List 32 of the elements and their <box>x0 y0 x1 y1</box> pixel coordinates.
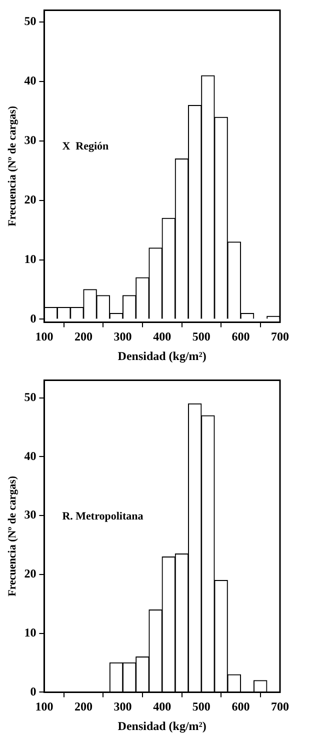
y-tick-label: 50 <box>24 390 36 404</box>
y-tick-label: 40 <box>24 74 36 88</box>
x-tick-label: 100 <box>35 699 54 714</box>
x-tick-label: 500 <box>192 699 210 714</box>
y-tick-label: 20 <box>24 566 36 581</box>
x-tick-label: 700 <box>271 699 289 714</box>
y-tick-label: 30 <box>24 508 36 522</box>
x-tick-label: 400 <box>153 699 172 714</box>
x-tick-label: 600 <box>232 699 250 714</box>
x-tick-label: 600 <box>232 329 250 344</box>
y-tick-label: 20 <box>24 192 36 206</box>
y-tick-label: 50 <box>24 14 36 28</box>
y-tick-label: 40 <box>24 448 36 463</box>
x-tick-label: 500 <box>192 329 210 344</box>
y-axis-title: Frecuencia (Nº de cargas) <box>6 476 18 596</box>
x-tick-label: 300 <box>114 329 132 344</box>
y-axis-title: Frecuencia (Nº de cargas) <box>6 106 18 226</box>
x-axis-title: Densidad (kg/m²) <box>118 348 206 363</box>
y-tick-label: 10 <box>24 252 36 266</box>
x-tick-label: 700 <box>271 329 289 344</box>
annotation: R. Metropolitana <box>62 510 144 523</box>
x-tick-label: 400 <box>153 329 172 344</box>
x-tick-label: 200 <box>74 329 92 344</box>
x-tick-label: 300 <box>114 699 132 714</box>
y-tick-label: 10 <box>24 625 36 640</box>
x-axis-title: Densidad (kg/m²) <box>118 718 206 733</box>
x-tick-label: 100 <box>35 329 54 344</box>
y-tick-label: 0 <box>30 311 36 326</box>
x-tick-label: 200 <box>74 699 92 714</box>
y-tick-label: 30 <box>24 133 36 148</box>
y-tick-label: 0 <box>30 684 36 698</box>
annotation: X Región <box>62 140 109 153</box>
